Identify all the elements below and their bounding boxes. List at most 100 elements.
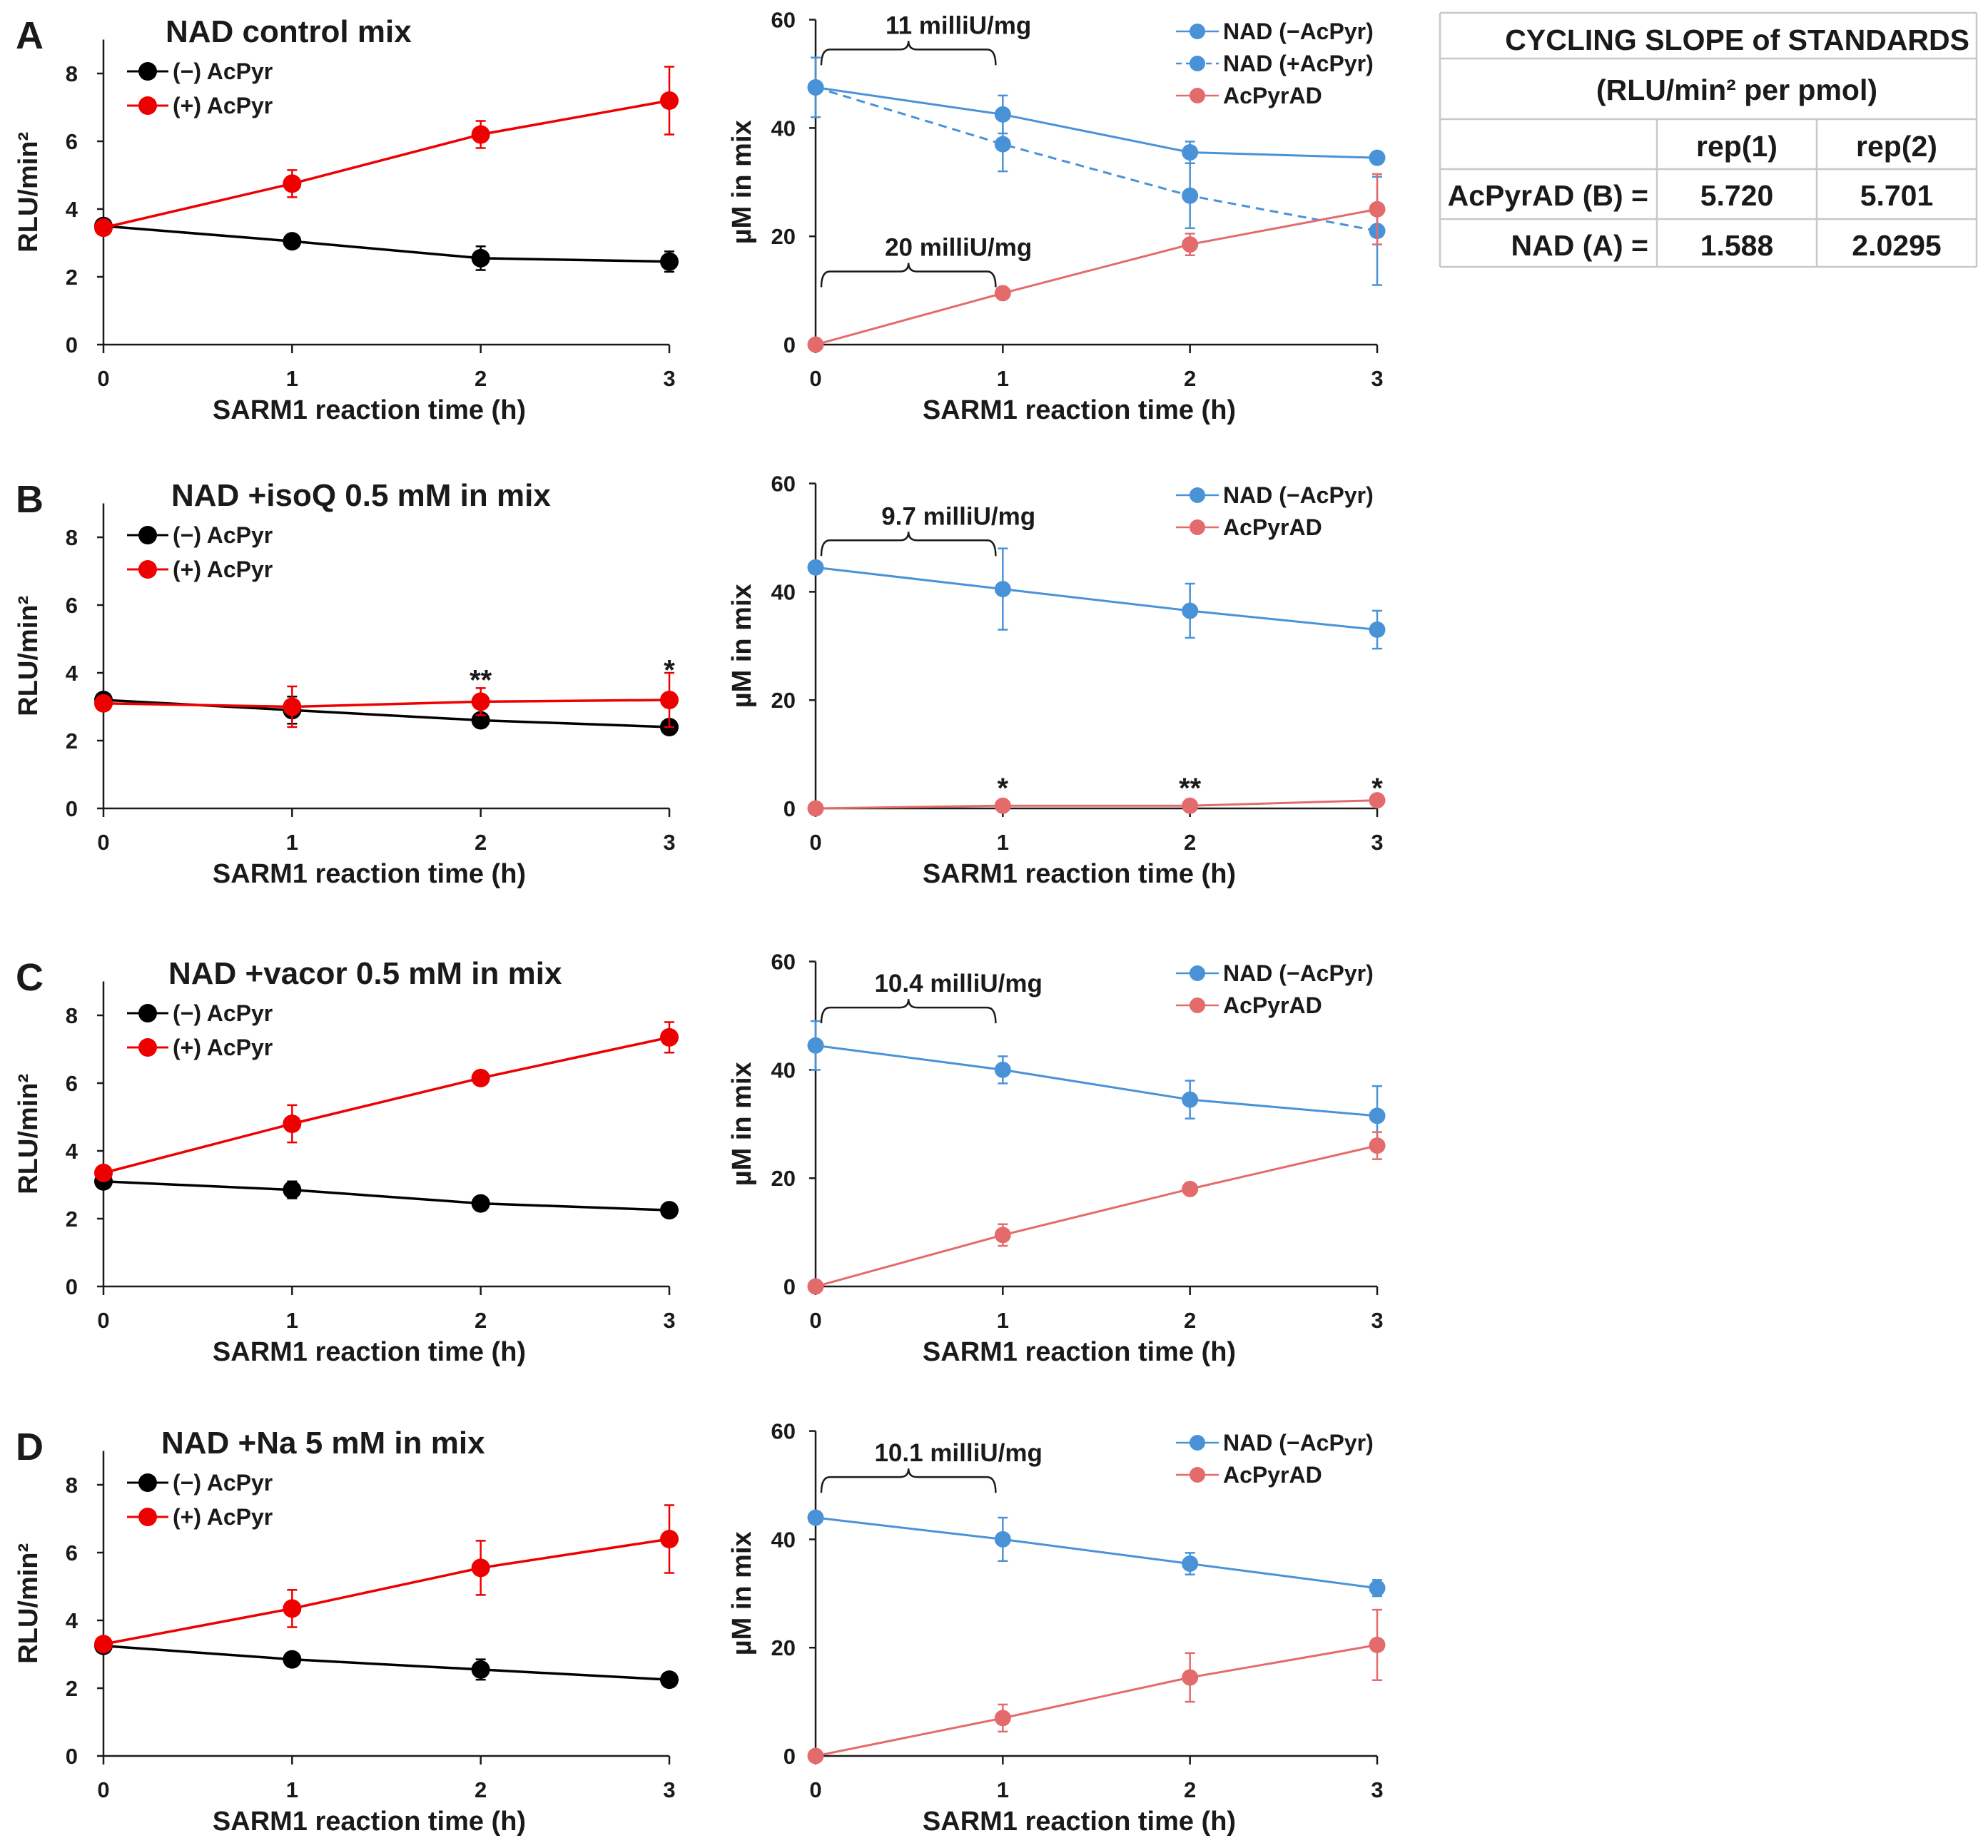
data-point xyxy=(660,691,679,709)
chart-A-left: A NAD control mix 0 2 4 6 8 0 1 2 3 SARM1 reaction … xyxy=(14,14,679,425)
data-point xyxy=(807,336,824,353)
data-point xyxy=(660,1530,679,1548)
data-point xyxy=(660,252,679,271)
data-point xyxy=(1369,200,1386,218)
series-line xyxy=(103,99,670,229)
legend-swatch-marker xyxy=(1190,56,1205,71)
data-point xyxy=(807,78,824,96)
y-tick-label: 0 xyxy=(66,332,78,357)
legend-label: NAD (−AcPyr) xyxy=(1223,960,1374,986)
series-line xyxy=(815,208,1378,346)
x-axis-title: SARM1 reaction time (h) xyxy=(213,1337,526,1367)
series-0 xyxy=(94,216,679,273)
data-point xyxy=(807,1747,824,1765)
series-line xyxy=(815,1044,1378,1117)
y-tick-label: 6 xyxy=(66,1540,78,1565)
y-tick-label: 2 xyxy=(66,1676,78,1701)
y-axis-title: µM in mix xyxy=(727,120,757,244)
x-axis-title: SARM1 reaction time (h) xyxy=(923,395,1236,425)
legend-label: (+) AcPyr xyxy=(173,1035,273,1060)
significance-star: ** xyxy=(470,665,492,696)
data-point xyxy=(660,1201,679,1220)
y-tick-label: 4 xyxy=(66,661,78,686)
y-axis-title: RLU/min² xyxy=(14,1074,44,1194)
legend-swatch-marker xyxy=(1190,1435,1205,1451)
legend-swatch-marker xyxy=(1190,487,1205,503)
x-tick-label: 3 xyxy=(663,1777,675,1802)
data-point xyxy=(994,1530,1011,1548)
x-axis-title: SARM1 reaction time (h) xyxy=(923,1337,1236,1367)
data-point xyxy=(471,1660,490,1679)
y-tick-label: 60 xyxy=(771,1419,796,1444)
chart-B-right: 0 20 40 60 0 1 2 3 SARM1 reaction time (h) µM in … xyxy=(727,472,1386,889)
significance-star: * xyxy=(664,654,675,686)
rate-label: 10.4 milliU/mg xyxy=(874,970,1042,997)
x-tick-label: 0 xyxy=(97,366,109,391)
y-tick-label: 0 xyxy=(783,1274,796,1299)
y-tick-label: 40 xyxy=(771,116,796,141)
legend-swatch-marker xyxy=(138,62,157,81)
y-tick-label: 0 xyxy=(783,796,796,821)
data-point xyxy=(1369,1636,1386,1653)
data-point xyxy=(283,697,302,716)
legend-swatch-marker xyxy=(138,526,157,544)
legend-label: AcPyrAD xyxy=(1223,992,1322,1018)
x-tick-label: 2 xyxy=(475,366,487,391)
data-point xyxy=(1369,149,1386,166)
data-point xyxy=(1182,602,1199,619)
y-tick-label: 20 xyxy=(771,1166,796,1191)
y-axis-title: µM in mix xyxy=(727,584,757,708)
series-1 xyxy=(807,1608,1386,1765)
x-tick-label: 0 xyxy=(809,1777,821,1802)
panel-letter-C: C xyxy=(16,956,44,999)
series-line xyxy=(815,566,1378,631)
data-point xyxy=(1182,236,1199,253)
significance-star: ** xyxy=(1179,773,1202,804)
legend: (−) AcPyr (+) AcPyr xyxy=(127,522,273,582)
x-tick-label: 0 xyxy=(809,1308,821,1333)
x-tick-label: 1 xyxy=(997,1308,1009,1333)
table-subtitle: (RLU/min² per pmol) xyxy=(1596,73,1877,106)
series-0 xyxy=(807,1509,1386,1598)
table-cell: 5.701 xyxy=(1860,179,1934,212)
legend: (−) AcPyr (+) AcPyr xyxy=(127,1470,273,1530)
legend-label: NAD (−AcPyr) xyxy=(1223,19,1374,44)
legend-swatch-marker xyxy=(138,1473,157,1492)
series-line xyxy=(103,699,670,709)
y-tick-label: 2 xyxy=(66,728,78,753)
legend-swatch-marker xyxy=(1190,997,1205,1013)
legend-swatch-marker xyxy=(138,1038,157,1057)
table-cell: 2.0295 xyxy=(1852,229,1941,262)
data-point xyxy=(94,1635,113,1654)
legend-swatch-marker xyxy=(1190,24,1205,39)
panel-title: NAD +vacor 0.5 mM in mix xyxy=(168,956,562,991)
rate-brace xyxy=(820,41,997,66)
series-line xyxy=(815,1516,1378,1590)
data-point xyxy=(994,106,1011,123)
chart-D-left: D NAD +Na 5 mM in mix 0 2 4 6 8 0 1 2 3 SARM1 react… xyxy=(14,1426,679,1837)
y-tick-label: 60 xyxy=(771,950,796,975)
rate-brace xyxy=(820,263,997,288)
data-point xyxy=(283,174,302,193)
legend-label: AcPyrAD xyxy=(1223,1462,1322,1488)
table-row-label: AcPyrAD (B) = xyxy=(1448,179,1648,212)
series-line xyxy=(815,86,1378,233)
panel-title: NAD +isoQ 0.5 mM in mix xyxy=(171,478,551,513)
data-point xyxy=(994,1227,1011,1244)
legend-label: AcPyrAD xyxy=(1223,514,1322,540)
data-point xyxy=(1369,1107,1386,1124)
y-tick-label: 4 xyxy=(66,197,78,222)
y-axis-title: RLU/min² xyxy=(14,1543,44,1664)
legend-swatch-marker xyxy=(1190,1467,1205,1483)
x-tick-label: 1 xyxy=(286,1308,298,1333)
table-title: CYCLING SLOPE of STANDARDS xyxy=(1505,24,1969,56)
y-tick-label: 20 xyxy=(771,688,796,713)
chart-C-right: 0 20 40 60 0 1 2 3 SARM1 reaction time (h) µM in … xyxy=(727,950,1386,1367)
data-point xyxy=(283,232,302,251)
x-tick-label: 1 xyxy=(997,830,1009,855)
x-axis-title: SARM1 reaction time (h) xyxy=(213,859,526,889)
series-line xyxy=(103,1538,670,1645)
rate-brace xyxy=(820,1468,997,1493)
x-tick-label: 3 xyxy=(1371,366,1383,391)
